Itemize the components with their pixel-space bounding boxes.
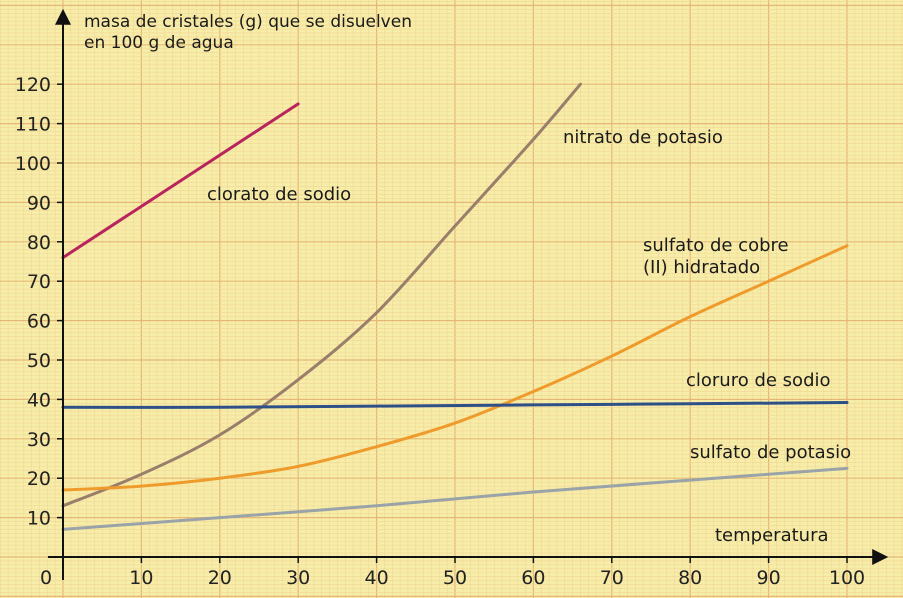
y-axis-title-line-1: masa de cristales (g) que se disuelven (84, 12, 412, 32)
series-label-nitrato-de-potasio: nitrato de potasio (563, 127, 723, 148)
series-label-sulfato-de-potasio: sulfato de potasio (690, 442, 851, 463)
y-tick-label: 90 (27, 192, 51, 214)
y-tick-label: 20 (27, 468, 51, 490)
y-tick-label: 110 (15, 114, 51, 136)
y-tick-label: 80 (27, 232, 51, 254)
series-line-sulfato-de-potasio (61, 466, 849, 531)
x-tick-label: 30 (286, 567, 310, 589)
x-tick-label: 70 (600, 567, 624, 589)
y-tick-label: 120 (15, 74, 51, 96)
x-tick-label: 10 (129, 567, 153, 589)
series-label-line: nitrato de potasio (563, 127, 723, 148)
series-label-cloruro-de-sodio: cloruro de sodio (686, 370, 831, 391)
x-tick-label: 40 (365, 567, 389, 589)
x-tick-label: 20 (208, 567, 232, 589)
series-line-cloruro-de-sodio (61, 401, 849, 409)
tick-labels: 10 20 30 40 50 60 70 80 90 100 10 20 30 40 50 60 70 80 90 1… (15, 74, 865, 589)
x-tick-label: 50 (443, 567, 467, 589)
series-label-line: cloruro de sodio (686, 370, 831, 391)
y-tick-label: 40 (27, 389, 51, 411)
series-labels: clorato de sodio nitrato de potasio sulfat… (207, 127, 851, 463)
y-axis-title: masa de cristales (g) que se disuelven e… (84, 12, 417, 53)
series-label-line: sulfato de cobre (643, 235, 789, 256)
series-label-clorato-de-sodio: clorato de sodio (207, 184, 351, 205)
origin-label: 0 (40, 567, 52, 589)
y-axis-title-line-2: en 100 g de agua (84, 33, 234, 53)
series-label-line: clorato de sodio (207, 184, 351, 205)
y-tick-label: 50 (27, 350, 51, 372)
x-tick-label: 90 (757, 567, 781, 589)
x-tick-label: 100 (829, 567, 865, 589)
y-tick-label: 70 (27, 271, 51, 293)
axes (48, 8, 889, 580)
x-axis-title: temperatura (715, 525, 829, 546)
series-label-sulfato-de-cobre: sulfato de cobre (II) hidratado (643, 235, 789, 278)
series-label-line: sulfato de potasio (690, 442, 851, 463)
y-tick-label: 100 (15, 153, 51, 175)
x-tick-label: 60 (521, 567, 545, 589)
series-label-line: (II) hidratado (643, 257, 760, 278)
y-tick-label: 10 (27, 508, 51, 530)
series-line-nitrato-de-potasio (61, 82, 582, 508)
series-line-sulfato-de-cobre (61, 244, 849, 492)
y-tick-label: 30 (27, 429, 51, 451)
y-tick-label: 60 (27, 311, 51, 333)
series-lines (61, 82, 849, 531)
series-line-clorato-de-sodio (61, 102, 300, 260)
x-tick-label: 80 (678, 567, 702, 589)
tick-marks (57, 83, 848, 563)
